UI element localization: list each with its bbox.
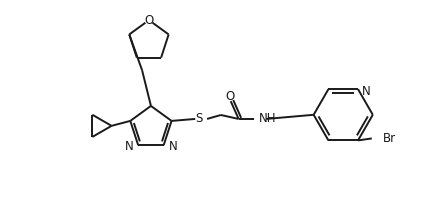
Text: S: S xyxy=(195,112,203,125)
Text: NH: NH xyxy=(260,112,277,125)
Text: O: O xyxy=(145,14,154,27)
Text: N: N xyxy=(169,140,178,153)
Text: N: N xyxy=(362,85,371,98)
Text: Br: Br xyxy=(383,132,396,145)
Text: N: N xyxy=(125,140,133,153)
Text: O: O xyxy=(225,90,234,103)
